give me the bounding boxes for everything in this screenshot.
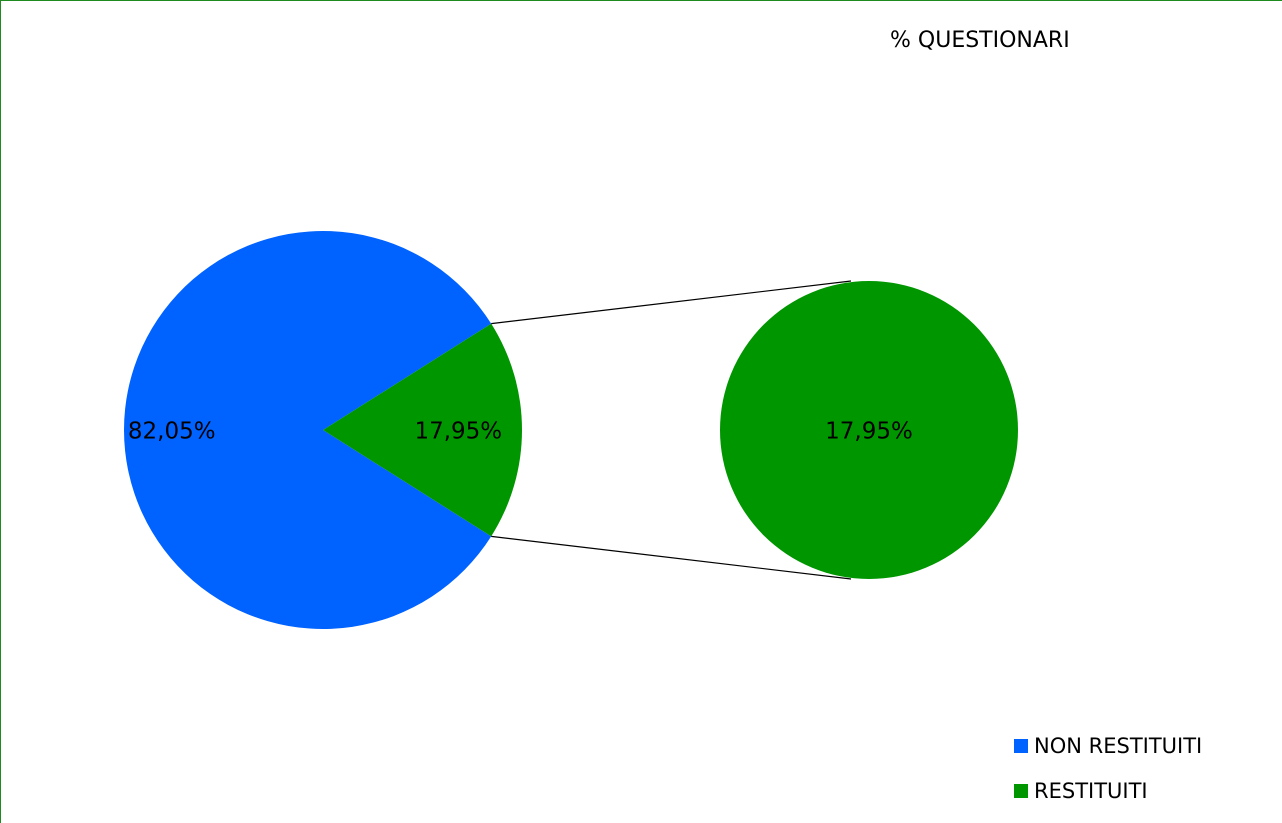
legend-swatch-non-restituiti	[1014, 739, 1028, 753]
secondary-pie-slice-restituiti	[720, 281, 1018, 579]
legend-label-non-restituiti: NON RESTITUITI	[1034, 734, 1203, 758]
main-pie	[124, 231, 522, 629]
connector-line-bottom	[491, 535, 852, 580]
legend: NON RESTITUITI RESTITUITI	[1014, 733, 1202, 823]
pie-slice-non-restituiti	[124, 231, 492, 629]
pie-labels: 82,05% 17,95% 17,95%	[128, 419, 913, 445]
pie-slice-restituiti	[323, 323, 522, 537]
connector-line-top	[491, 280, 852, 325]
legend-item-non-restituiti: NON RESTITUITI	[1014, 733, 1202, 759]
chart-title: % QUESTIONARI	[890, 28, 1070, 53]
legend-swatch-restituiti	[1014, 784, 1028, 798]
secondary-pie	[720, 281, 1018, 579]
legend-item-restituiti: RESTITUITI	[1014, 778, 1202, 804]
secondary-pie-label: 17,95%	[825, 419, 913, 445]
data-label-restituiti: 17,95%	[414, 419, 502, 445]
data-label-non-restituiti: 82,05%	[128, 419, 216, 445]
legend-label-restituiti: RESTITUITI	[1034, 779, 1148, 803]
connector-lines	[491, 280, 852, 580]
